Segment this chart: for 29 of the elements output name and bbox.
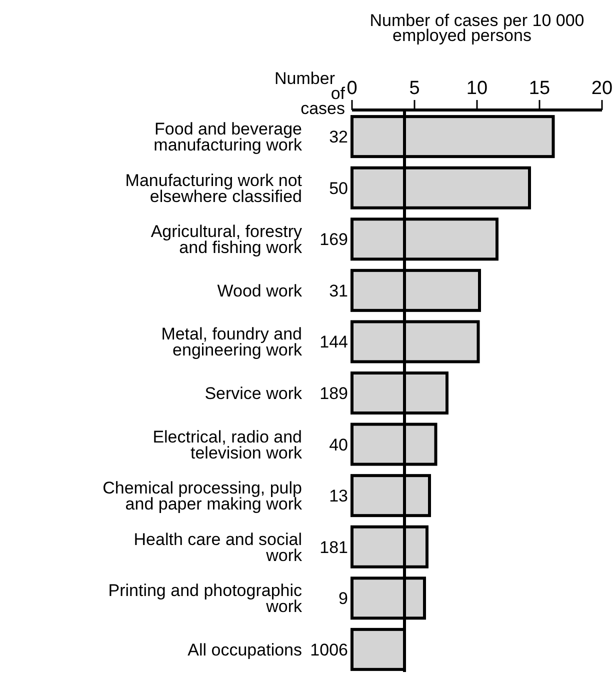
text: 9 — [338, 589, 348, 608]
y-tick-label: Agricultural, forestry and fishing work — [150, 222, 302, 258]
y-tick-label: Health care and social work — [134, 530, 302, 565]
y-tick-label: Food and beverage manufacturing work — [154, 120, 302, 155]
x-tick-label: 5 — [409, 78, 420, 99]
x-axis-title: Number of cases per 10 000 employed persons — [370, 11, 584, 45]
text: 50 — [329, 178, 348, 198]
y-tick-label: Wood work — [217, 281, 302, 300]
x-tick-label: 0 — [346, 78, 358, 99]
text: 144 — [320, 332, 348, 352]
text: 189 — [320, 384, 348, 403]
x-tick-label: 10 — [466, 78, 488, 99]
text: 169 — [320, 230, 348, 250]
y-tick-label: Electrical, radio and television work — [152, 427, 302, 462]
text: 32 — [329, 128, 348, 147]
text: 1006 — [310, 640, 348, 660]
text: 13 — [329, 486, 348, 506]
y-tick-label: Service work — [204, 384, 302, 403]
y-tick-label: Metal, foundry and engineering work — [161, 324, 302, 360]
y-tick-label: Chemical processing, pulp and paper making work — [102, 478, 302, 514]
text: 181 — [320, 538, 348, 557]
text: 40 — [329, 435, 348, 454]
y-tick-label: Printing and photographic work — [108, 581, 302, 616]
x-tick-label: 15 — [528, 78, 550, 99]
y-tick-label: Manufacturing work not elsewhere classified — [125, 170, 302, 206]
x-tick-label: 20 — [591, 78, 613, 99]
text: Number of cases — [274, 69, 346, 118]
y-tick-label: All occupations — [188, 640, 302, 660]
text: 31 — [329, 281, 348, 300]
